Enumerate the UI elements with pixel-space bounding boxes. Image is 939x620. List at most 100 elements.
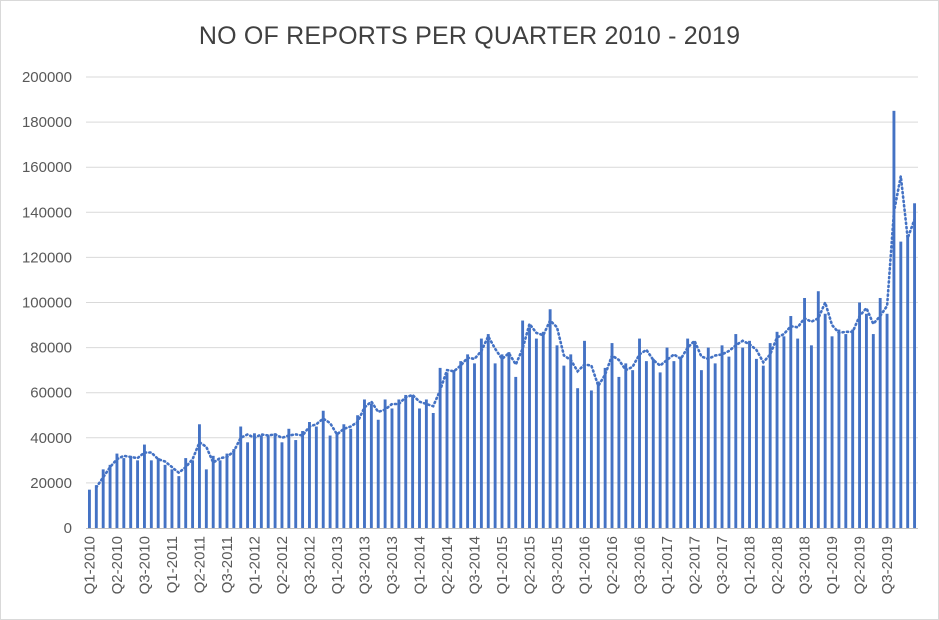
bar	[177, 476, 181, 528]
bar	[431, 412, 435, 528]
bar	[899, 241, 903, 529]
x-tick-label: Q3-2013	[356, 536, 373, 594]
bar	[136, 460, 140, 528]
bar	[858, 302, 861, 528]
bar	[672, 361, 676, 528]
bar	[679, 356, 683, 528]
bar	[699, 370, 703, 528]
bar	[404, 394, 408, 528]
bar	[741, 347, 745, 528]
x-tick-label: Q3-2010	[136, 536, 153, 594]
bar	[548, 309, 552, 528]
y-tick-label: 160000	[22, 159, 72, 176]
bar	[411, 394, 415, 528]
bar	[610, 343, 614, 528]
x-tick-label: Q1-2015	[494, 536, 511, 594]
bar	[796, 338, 800, 528]
bar	[686, 338, 690, 528]
y-tick-label: 140000	[22, 204, 72, 221]
x-tick-label: Q1-2011	[164, 536, 181, 593]
bar	[748, 340, 751, 528]
bar	[658, 372, 662, 528]
bar	[246, 442, 250, 528]
bar	[583, 340, 586, 528]
bar	[541, 331, 545, 528]
bar	[356, 415, 360, 528]
bar	[232, 449, 236, 528]
bar	[906, 234, 910, 528]
bar	[211, 455, 215, 528]
x-tick-label: Q3-2015	[549, 536, 566, 594]
bar	[837, 329, 841, 528]
bar	[693, 343, 696, 528]
x-tick-label: Q1-2013	[329, 536, 346, 594]
x-tick-label: Q1-2010	[81, 536, 98, 594]
bar	[493, 363, 497, 528]
bar	[170, 469, 174, 528]
bar	[809, 345, 813, 528]
chart-title: NO OF REPORTS PER QUARTER 2010 - 2019	[198, 22, 741, 50]
y-tick-label: 180000	[22, 114, 72, 131]
y-tick-label: 80000	[30, 340, 72, 357]
x-tick-label: Q3-2014	[466, 536, 483, 594]
bar	[706, 347, 710, 528]
bar	[830, 336, 834, 528]
bars	[87, 110, 917, 529]
bar	[596, 381, 600, 528]
bar	[225, 453, 229, 528]
bar	[576, 388, 580, 528]
x-tick-label: Q1-2012	[246, 536, 263, 594]
bar	[734, 334, 738, 528]
x-tick-label: Q1-2018	[742, 536, 759, 594]
bar	[129, 455, 133, 528]
bar	[301, 431, 305, 528]
bar	[94, 485, 98, 528]
x-tick-label: Q2-2017	[687, 536, 704, 594]
y-tick-label: 120000	[22, 249, 72, 266]
bar	[885, 313, 889, 528]
bar	[534, 338, 538, 528]
bar	[479, 338, 483, 528]
bar	[438, 367, 442, 528]
bar	[198, 424, 201, 528]
bar	[376, 419, 380, 528]
bar	[665, 347, 669, 528]
x-tick-label: Q2-2010	[109, 536, 126, 594]
y-tick-label: 20000	[30, 475, 72, 492]
bar	[727, 356, 731, 528]
bar	[122, 458, 126, 528]
bar	[754, 358, 758, 528]
bar	[321, 410, 325, 528]
x-tick-label: Q3-2012	[301, 536, 318, 594]
bar	[349, 428, 353, 528]
bar	[273, 433, 277, 528]
bar	[466, 354, 470, 528]
bar	[713, 363, 717, 528]
bar	[218, 460, 222, 528]
bar	[363, 399, 366, 528]
bar	[892, 110, 896, 528]
x-tick-label: Q2-2012	[274, 536, 291, 594]
y-tick-label: 60000	[30, 385, 72, 402]
bar	[624, 363, 628, 528]
x-axis-ticks: Q1-2010 Q2-2010 Q3-2010 Q1-2011 Q2-2011 Q3-20…	[81, 536, 896, 594]
bar	[108, 464, 112, 528]
bar	[589, 390, 593, 528]
bar	[253, 433, 256, 528]
bar	[342, 424, 346, 528]
bar	[280, 442, 284, 528]
bar	[871, 334, 875, 528]
bar	[878, 297, 882, 528]
bar	[335, 433, 339, 528]
bar	[644, 361, 648, 528]
bar	[445, 372, 449, 528]
bar	[308, 422, 311, 528]
bar	[789, 316, 793, 528]
x-tick-label: Q3-2018	[797, 536, 814, 594]
x-tick-label: Q1-2019	[824, 536, 841, 594]
bar	[294, 440, 298, 528]
bar	[528, 327, 531, 528]
bar	[782, 336, 786, 528]
bar	[473, 363, 476, 528]
